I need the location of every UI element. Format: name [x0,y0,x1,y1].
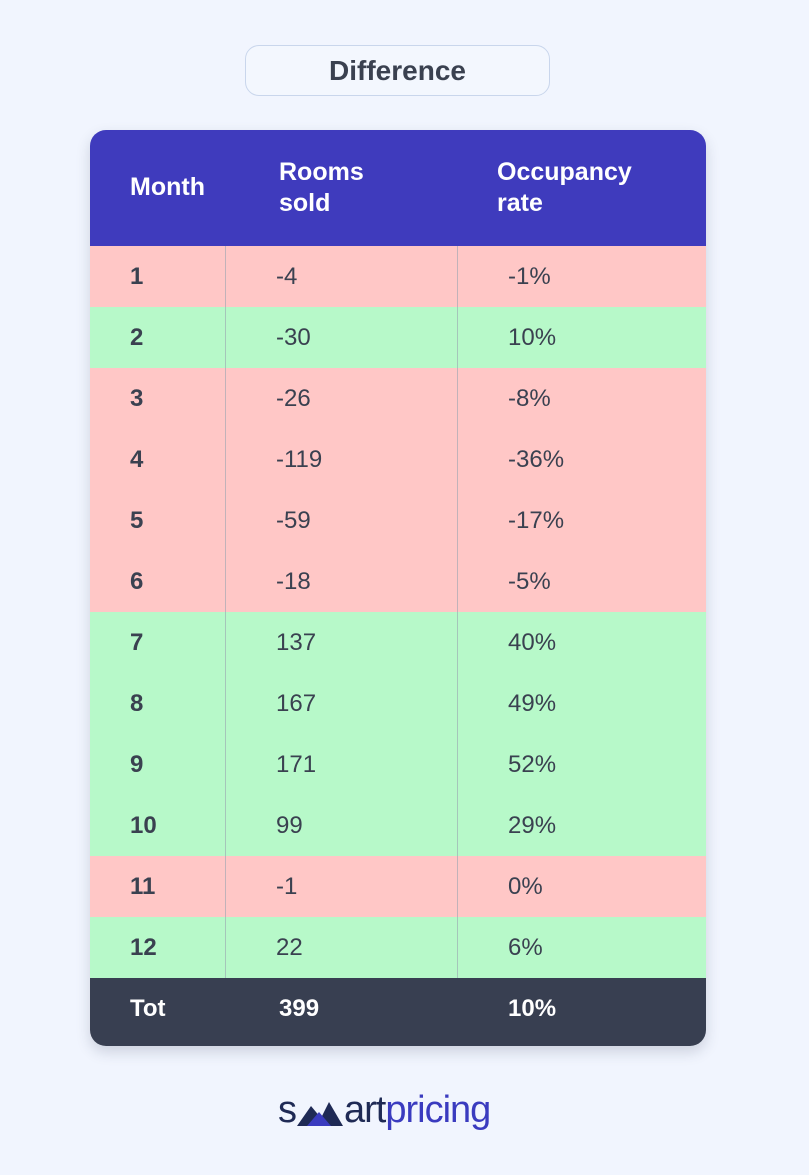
table-body: 1 -4 -1% 2 -30 10% 3 -26 -8% 4 -119 -36% 5 -59 -17% 6 -1… [90,246,706,978]
difference-table: Month Rooms sold Occupancy rate 1 -4 -1% 2 -… [90,130,706,1046]
occupancy-rate-cell: 40% [508,629,557,656]
month-cell: 2 [130,324,144,351]
total-rooms-sold: 399 [279,995,320,1022]
rooms-sold-cell: -18 [276,568,311,595]
table-row: 7 137 40% [90,612,706,673]
table-row: 6 -18 -5% [90,551,706,612]
occupancy-rate-cell: -1% [508,263,551,290]
column-divider [225,246,226,978]
month-cell: 8 [130,690,144,717]
table-row: 4 -119 -36% [90,429,706,490]
month-cell: 6 [130,568,144,595]
table-footer-total: Tot 399 10% [90,978,706,1046]
logo-text-suffix: pricing [385,1088,491,1131]
month-cell: 7 [130,629,144,656]
occupancy-rate-cell: 49% [508,690,557,717]
total-occupancy-rate: 10% [508,995,557,1022]
month-cell: 4 [130,446,144,473]
rooms-sold-cell: 167 [276,690,317,717]
rooms-sold-cell: 137 [276,629,317,656]
rooms-sold-cell: 99 [276,812,303,839]
table-row: 2 -30 10% [90,307,706,368]
occupancy-rate-cell: 10% [508,324,557,351]
rooms-sold-cell: 171 [276,751,317,778]
table-row: 3 -26 -8% [90,368,706,429]
occupancy-rate-cell: -8% [508,385,551,412]
table-title: Difference [245,45,550,96]
table-row: 1 -4 -1% [90,246,706,307]
table-row: 12 22 6% [90,917,706,978]
occupancy-rate-cell: 6% [508,934,543,961]
rooms-sold-cell: -119 [276,446,323,473]
occupancy-rate-cell: -17% [508,507,565,534]
column-header-rooms-sold: Rooms sold [279,158,364,217]
column-divider [457,246,458,978]
month-cell: 12 [130,934,157,961]
table-header: Month Rooms sold Occupancy rate [90,130,706,246]
month-cell: 5 [130,507,144,534]
occupancy-rate-cell: 52% [508,751,557,778]
month-cell: 9 [130,751,144,778]
mountain-peaks-icon [297,1095,343,1126]
table-row: 5 -59 -17% [90,490,706,551]
month-cell: 11 [130,873,156,900]
rooms-sold-cell: -1 [276,873,298,900]
table-row: 8 167 49% [90,673,706,734]
column-header-month: Month [130,173,205,201]
occupancy-rate-cell: -5% [508,568,551,595]
rooms-sold-cell: -4 [276,263,298,290]
rooms-sold-cell: -26 [276,385,311,412]
month-cell: 3 [130,385,144,412]
rooms-sold-cell: -30 [276,324,311,351]
column-header-occupancy-rate: Occupancy rate [497,158,632,217]
occupancy-rate-cell: 0% [508,873,543,900]
rooms-sold-cell: -59 [276,507,311,534]
total-label: Tot [130,995,166,1022]
logo-text-middle: art [344,1088,386,1131]
table-row: 9 171 52% [90,734,706,795]
month-cell: 10 [130,812,157,839]
occupancy-rate-cell: 29% [508,812,557,839]
table-row: 10 99 29% [90,795,706,856]
logo-text-prefix: s [278,1088,297,1131]
smartpricing-logo: s art pricing [278,1088,491,1131]
month-cell: 1 [130,263,144,290]
occupancy-rate-cell: -36% [508,446,565,473]
table-row: 11 -1 0% [90,856,706,917]
rooms-sold-cell: 22 [276,934,303,961]
